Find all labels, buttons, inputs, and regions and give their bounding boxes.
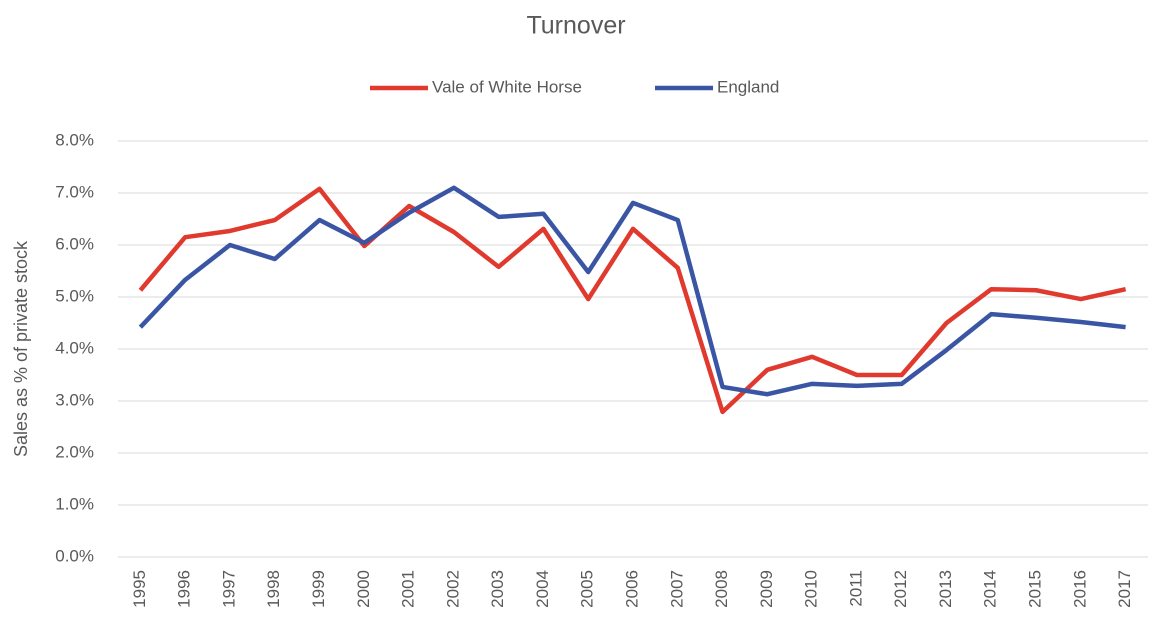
legend-label: Vale of White Horse xyxy=(432,77,582,96)
y-tick-label: 5.0% xyxy=(55,286,94,305)
y-tick-label: 4.0% xyxy=(55,338,94,357)
x-tick-label: 2011 xyxy=(846,570,865,607)
y-tick-label: 7.0% xyxy=(55,182,94,201)
x-tick-label: 2008 xyxy=(712,570,731,608)
x-tick-label: 2006 xyxy=(622,570,641,608)
x-tick-label: 2001 xyxy=(399,570,418,608)
x-tick-label: 2010 xyxy=(802,570,821,608)
series-line xyxy=(138,185,1126,397)
chart-title: Turnover xyxy=(526,12,625,40)
y-tick-label: 2.0% xyxy=(55,442,94,461)
x-tick-label: 1999 xyxy=(309,570,328,608)
x-tick-label: 1996 xyxy=(175,570,194,608)
y-axis-label: Sales as % of private stock xyxy=(11,240,31,457)
y-tick-label: 3.0% xyxy=(55,390,94,409)
x-tick-label: 2013 xyxy=(936,570,955,608)
y-tick-label: 8.0% xyxy=(55,130,94,149)
y-tick-label: 0.0% xyxy=(55,546,94,565)
x-tick-label: 1997 xyxy=(219,570,238,608)
x-tick-label: 2009 xyxy=(757,570,776,608)
x-tick-label: 2005 xyxy=(578,570,597,608)
x-tick-label: 2004 xyxy=(533,570,552,608)
x-tick-label: 1998 xyxy=(264,570,283,608)
y-tick-label: 6.0% xyxy=(55,234,94,253)
x-tick-label: 2002 xyxy=(443,570,462,608)
legend-label: England xyxy=(717,77,779,96)
x-tick-label: 2000 xyxy=(354,570,373,608)
x-tick-label: 2012 xyxy=(891,570,910,608)
x-tick-label: 2007 xyxy=(667,570,686,608)
x-tick-label: 2014 xyxy=(981,570,1000,608)
x-tick-label: 2016 xyxy=(1070,570,1089,608)
x-tick-label: 2003 xyxy=(488,570,507,608)
x-tick-label: 2017 xyxy=(1115,570,1134,608)
y-tick-label: 1.0% xyxy=(55,494,94,513)
x-tick-label: 1995 xyxy=(130,570,149,608)
series-line xyxy=(138,186,1127,415)
x-tick-label: 2015 xyxy=(1026,570,1045,608)
